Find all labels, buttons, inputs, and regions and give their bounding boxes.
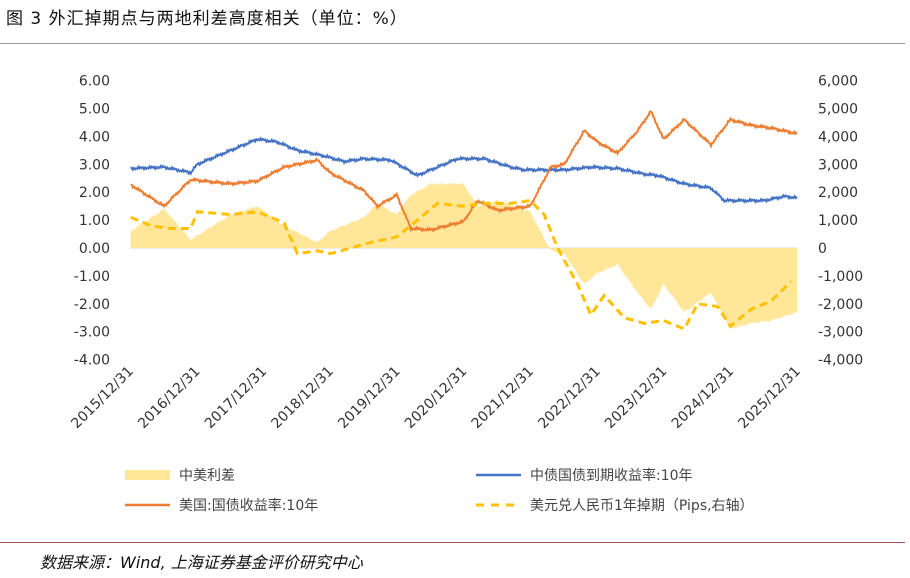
- right-axis-tick: 4,000: [818, 129, 858, 145]
- x-axis-tick: 2021/12/31: [469, 364, 537, 432]
- legend-swatch-spread: [125, 470, 170, 480]
- left-axis-tick: -4.00: [74, 353, 110, 369]
- x-axis-tick: 2025/12/31: [735, 364, 803, 432]
- source-divider: [0, 542, 905, 543]
- figure-title: 图 3 外汇掉期点与两地利差高度相关（单位：%）: [6, 9, 408, 29]
- right-axis-tick: -4,000: [818, 353, 863, 369]
- x-axis-tick: 2017/12/31: [202, 364, 270, 432]
- right-axis-tick: 6,000: [818, 74, 858, 90]
- legend-label: 美国:国债收益率:10年: [179, 497, 318, 514]
- left-axis-tick: 1.00: [79, 213, 110, 229]
- right-axis-tick: 2,000: [818, 185, 858, 201]
- left-axis-tick: 4.00: [79, 129, 110, 145]
- right-axis-tick: 3,000: [818, 157, 858, 173]
- x-axis-tick: 2024/12/31: [669, 364, 737, 432]
- chart: 6.00 5.00 4.00 3.00 2.00 1.00 0.00 -1.00 -2.00 -3…: [68, 74, 863, 514]
- right-axis-tick: 0: [818, 241, 827, 257]
- spread-area: [130, 182, 798, 330]
- right-axis-tick: -1,000: [818, 269, 863, 285]
- us-10y-yield-line: [130, 110, 798, 233]
- x-axis-tick: 2020/12/31: [402, 364, 470, 432]
- x-axis-tick: 2019/12/31: [335, 364, 403, 432]
- right-axis-tick: 5,000: [818, 102, 858, 118]
- left-axis-tick: 2.00: [79, 185, 110, 201]
- left-axis-tick: -1.00: [74, 269, 110, 285]
- left-axis-tick: -3.00: [74, 325, 110, 341]
- left-axis-tick: 6.00: [79, 74, 110, 90]
- legend-label: 中美利差: [179, 468, 235, 484]
- right-axis-tick: -2,000: [818, 297, 863, 313]
- left-axis-tick: 3.00: [79, 157, 110, 173]
- left-axis-tick: 0.00: [79, 241, 110, 257]
- left-axis-tick: 5.00: [79, 102, 110, 118]
- legend-label: 美元兑人民币1年掉期（Pips,右轴）: [530, 498, 754, 514]
- title-divider: [0, 43, 905, 44]
- x-axis-tick: 2022/12/31: [535, 364, 603, 432]
- cn-10y-yield-line: [130, 136, 798, 204]
- source-note: 数据来源：Wind, 上海证券基金评价研究中心: [40, 553, 363, 572]
- left-axis-tick: -2.00: [74, 297, 110, 313]
- x-axis-tick: 2016/12/31: [135, 364, 203, 432]
- right-axis-tick: -3,000: [818, 325, 863, 341]
- x-axis-tick: 2018/12/31: [269, 364, 337, 432]
- x-axis-tick: 2015/12/31: [68, 364, 136, 432]
- legend-label: 中债国债到期收益率:10年: [530, 467, 693, 484]
- swap-points-line: [130, 199, 793, 331]
- x-axis-tick: 2023/12/31: [602, 364, 670, 432]
- right-axis-tick: 1,000: [818, 213, 858, 229]
